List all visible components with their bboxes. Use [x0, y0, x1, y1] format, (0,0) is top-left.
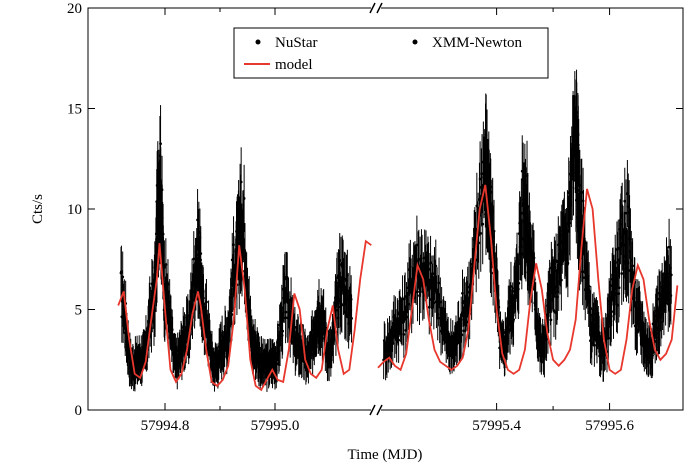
data-point [293, 325, 297, 329]
data-point [397, 338, 401, 342]
data-point [338, 259, 342, 262]
data-point [517, 281, 521, 285]
axes-layer: 0 5 10 15 20 57994.8 57995.0 57995.4 57995.6 [67, 1, 683, 434]
data-point [230, 313, 234, 316]
data-point [415, 243, 419, 247]
y-tick-label: 20 [67, 1, 82, 17]
data-point [623, 199, 627, 203]
data-point [462, 329, 466, 333]
data-point [477, 241, 481, 245]
data-point [432, 301, 436, 305]
x-tick-label: 57994.8 [141, 418, 190, 434]
legend: NuStar XMM-Newton model [233, 27, 549, 79]
series-nustar [119, 105, 353, 392]
y-axis-title: Cts/s [30, 194, 46, 224]
data-point [549, 318, 553, 322]
data-point [592, 343, 596, 347]
data-point [519, 211, 523, 215]
data-point [552, 309, 556, 312]
data-point [589, 307, 593, 310]
data-point [617, 286, 621, 290]
data-point [479, 232, 483, 235]
data-point [275, 362, 279, 366]
data-point [239, 180, 243, 184]
data-point [478, 177, 482, 181]
data-point [481, 222, 485, 226]
y-tick-label: 15 [67, 102, 82, 118]
series-xmm-newton [382, 69, 673, 382]
data-point [403, 295, 407, 298]
data-point [429, 261, 432, 265]
data-point [120, 270, 123, 274]
y-tick-label: 10 [67, 202, 82, 218]
data-point [615, 303, 619, 307]
data-point [627, 269, 631, 272]
data-point [669, 273, 673, 277]
series-layer [117, 69, 679, 392]
data-point [620, 272, 624, 275]
legend-label-xmm: XMM-Newton [432, 35, 522, 51]
data-point [184, 340, 188, 344]
x-tick-label: 57995.0 [251, 418, 300, 434]
data-point [405, 315, 409, 319]
x-axis-title: Time (MJD) [348, 447, 423, 463]
data-point [159, 142, 162, 146]
model-line-left [117, 239, 372, 392]
data-point [427, 268, 431, 271]
data-point [350, 317, 353, 320]
y-tick-label: 0 [75, 403, 83, 419]
data-point [340, 303, 344, 307]
data-point [667, 245, 671, 249]
legend-label-nustar: NuStar [275, 35, 318, 51]
data-point [512, 318, 515, 321]
data-point [656, 297, 660, 301]
data-point [545, 337, 548, 341]
data-point [582, 276, 586, 280]
data-point [509, 285, 513, 288]
legend-box [233, 27, 549, 79]
y-tick-label: 5 [75, 303, 83, 319]
data-point [570, 177, 574, 181]
data-point [653, 340, 657, 343]
data-point [480, 172, 484, 176]
data-point [651, 354, 654, 357]
data-point [580, 190, 584, 194]
data-point [460, 333, 464, 337]
data-point [631, 264, 635, 268]
data-point [587, 285, 591, 288]
data-point [322, 309, 326, 313]
data-point [434, 264, 438, 268]
data-point [609, 284, 612, 288]
data-point [568, 221, 572, 225]
data-point [556, 290, 559, 294]
data-point [242, 197, 246, 200]
data-point [416, 290, 419, 294]
x-tick-label: 57995.6 [585, 418, 634, 434]
data-point [281, 329, 285, 333]
legend-marker-xmm [412, 39, 418, 45]
axis-break-top [369, 2, 383, 14]
x-tick-label: 57995.4 [472, 418, 521, 434]
data-point [559, 278, 563, 282]
legend-marker-nustar [255, 39, 261, 45]
data-point [417, 257, 421, 261]
model-line-right [377, 184, 679, 375]
data-point [162, 265, 166, 269]
data-point [437, 281, 441, 285]
data-point [624, 211, 628, 215]
data-point [284, 310, 288, 314]
data-point [466, 290, 470, 294]
axis-break-bottom [369, 404, 383, 416]
legend-label-model: model [275, 57, 313, 73]
data-point [438, 300, 442, 304]
data-point [581, 270, 585, 274]
data-point [205, 300, 208, 304]
data-point [199, 252, 203, 256]
data-point [402, 332, 406, 336]
data-point [121, 275, 125, 279]
data-point [407, 302, 410, 306]
